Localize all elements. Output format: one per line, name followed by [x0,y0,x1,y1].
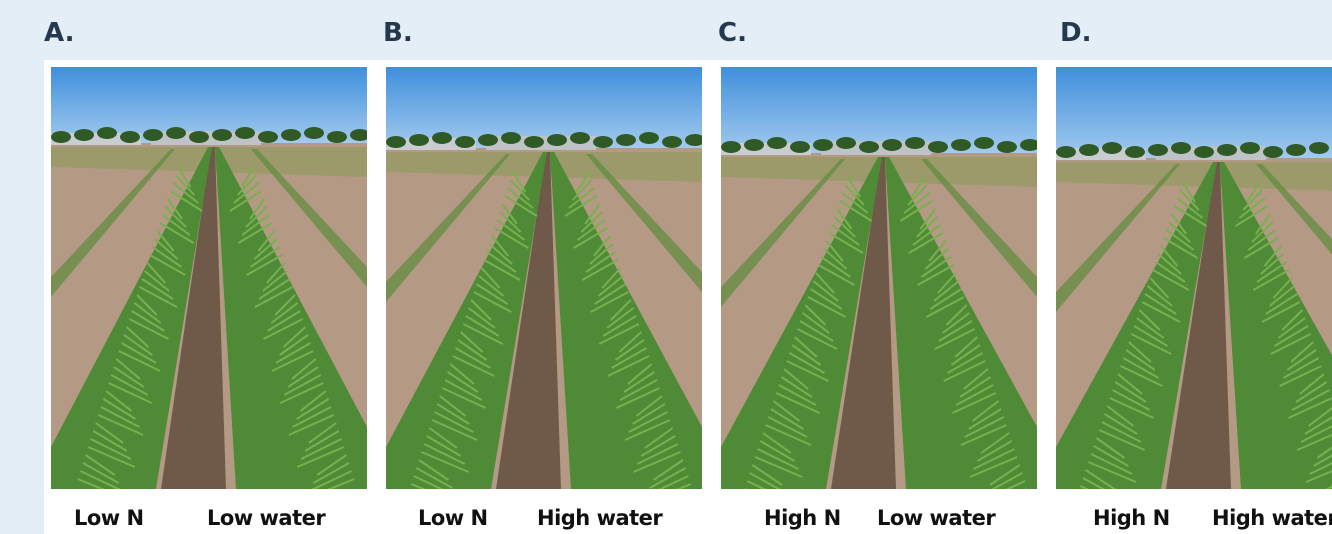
tree [386,136,406,148]
tree [1171,142,1191,154]
tree [1148,144,1168,156]
tree [1286,144,1306,156]
tree [639,132,659,144]
tree [744,139,764,151]
tree [258,131,278,143]
panel-letter: A. [44,18,74,48]
tree [97,127,117,139]
field-photo [721,67,1037,489]
tree [905,137,925,149]
tree [524,136,544,148]
tree [1309,142,1329,154]
tree [432,132,452,144]
tree [997,141,1017,153]
page: A. Low N Low water B. Low N High water C. High … [0,0,1332,534]
tree [455,136,475,148]
tree [212,129,232,141]
tree [1263,146,1283,158]
tree [813,139,833,151]
tree [235,127,255,139]
tree [593,136,613,148]
tree [951,139,971,151]
tree [721,141,741,153]
tree [74,129,94,141]
tree [409,134,429,146]
tree [836,137,856,149]
tree [478,134,498,146]
panel-label: Low water [207,506,325,530]
field-photo [1056,67,1332,489]
tree [1240,142,1260,154]
tree [767,137,787,149]
panel-letter: B. [383,18,413,48]
tree [1102,142,1122,154]
tree [120,131,140,143]
tree [790,141,810,153]
tree [166,127,186,139]
tree [143,129,163,141]
panel-letter: D. [1060,18,1091,48]
tree [1217,144,1237,156]
field-photo [51,67,367,489]
tree [1056,146,1076,158]
panel-label: High N [1093,506,1170,530]
tree [974,137,994,149]
panel-label: Low water [877,506,995,530]
tree [928,141,948,153]
tree [304,127,324,139]
tree [327,131,347,143]
tree [882,139,902,151]
tree [1079,144,1099,156]
panel-letter: C. [718,18,747,48]
tree [1125,146,1145,158]
panel-label: High N [764,506,841,530]
tree [547,134,567,146]
tree [859,141,879,153]
panel-label: High water [1212,506,1332,530]
tree [51,131,71,143]
tree [616,134,636,146]
tree [501,132,521,144]
panel-label: Low N [74,506,144,530]
tree [281,129,301,141]
panel-label: High water [537,506,662,530]
tree [570,132,590,144]
field-photo [386,67,702,489]
tree [1194,146,1214,158]
tree [189,131,209,143]
tree [662,136,682,148]
panel-label: Low N [418,506,488,530]
